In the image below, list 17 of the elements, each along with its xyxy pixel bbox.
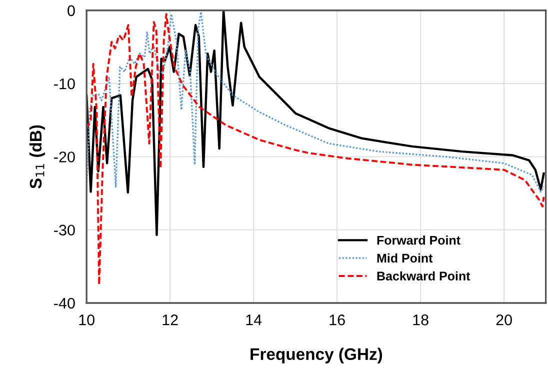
x-tick-label: 12 xyxy=(162,314,178,326)
y-axis-title: S$_{11}$ (dB) xyxy=(29,125,45,189)
y-tick-label: -20 xyxy=(54,152,75,162)
y-tick-label: 0 xyxy=(68,5,75,16)
x-tick-label: 20 xyxy=(496,314,512,326)
x-tick-label: 14 xyxy=(246,314,262,326)
line-series xyxy=(86,13,545,286)
legend-label: Mid Point xyxy=(377,253,433,263)
y-tick-label: -10 xyxy=(54,78,75,90)
legend-label: Backward Point xyxy=(377,271,470,280)
y-tick-label: -30 xyxy=(54,224,75,236)
x-axis-title: Frequency (GHz) xyxy=(250,348,382,364)
y-tick-label: -40 xyxy=(54,298,75,309)
legend-label: Forward Point xyxy=(377,236,460,245)
x-tick-label: 10 xyxy=(79,314,94,326)
x-tick-label: 18 xyxy=(413,314,428,326)
x-tick-label: 16 xyxy=(330,314,345,326)
